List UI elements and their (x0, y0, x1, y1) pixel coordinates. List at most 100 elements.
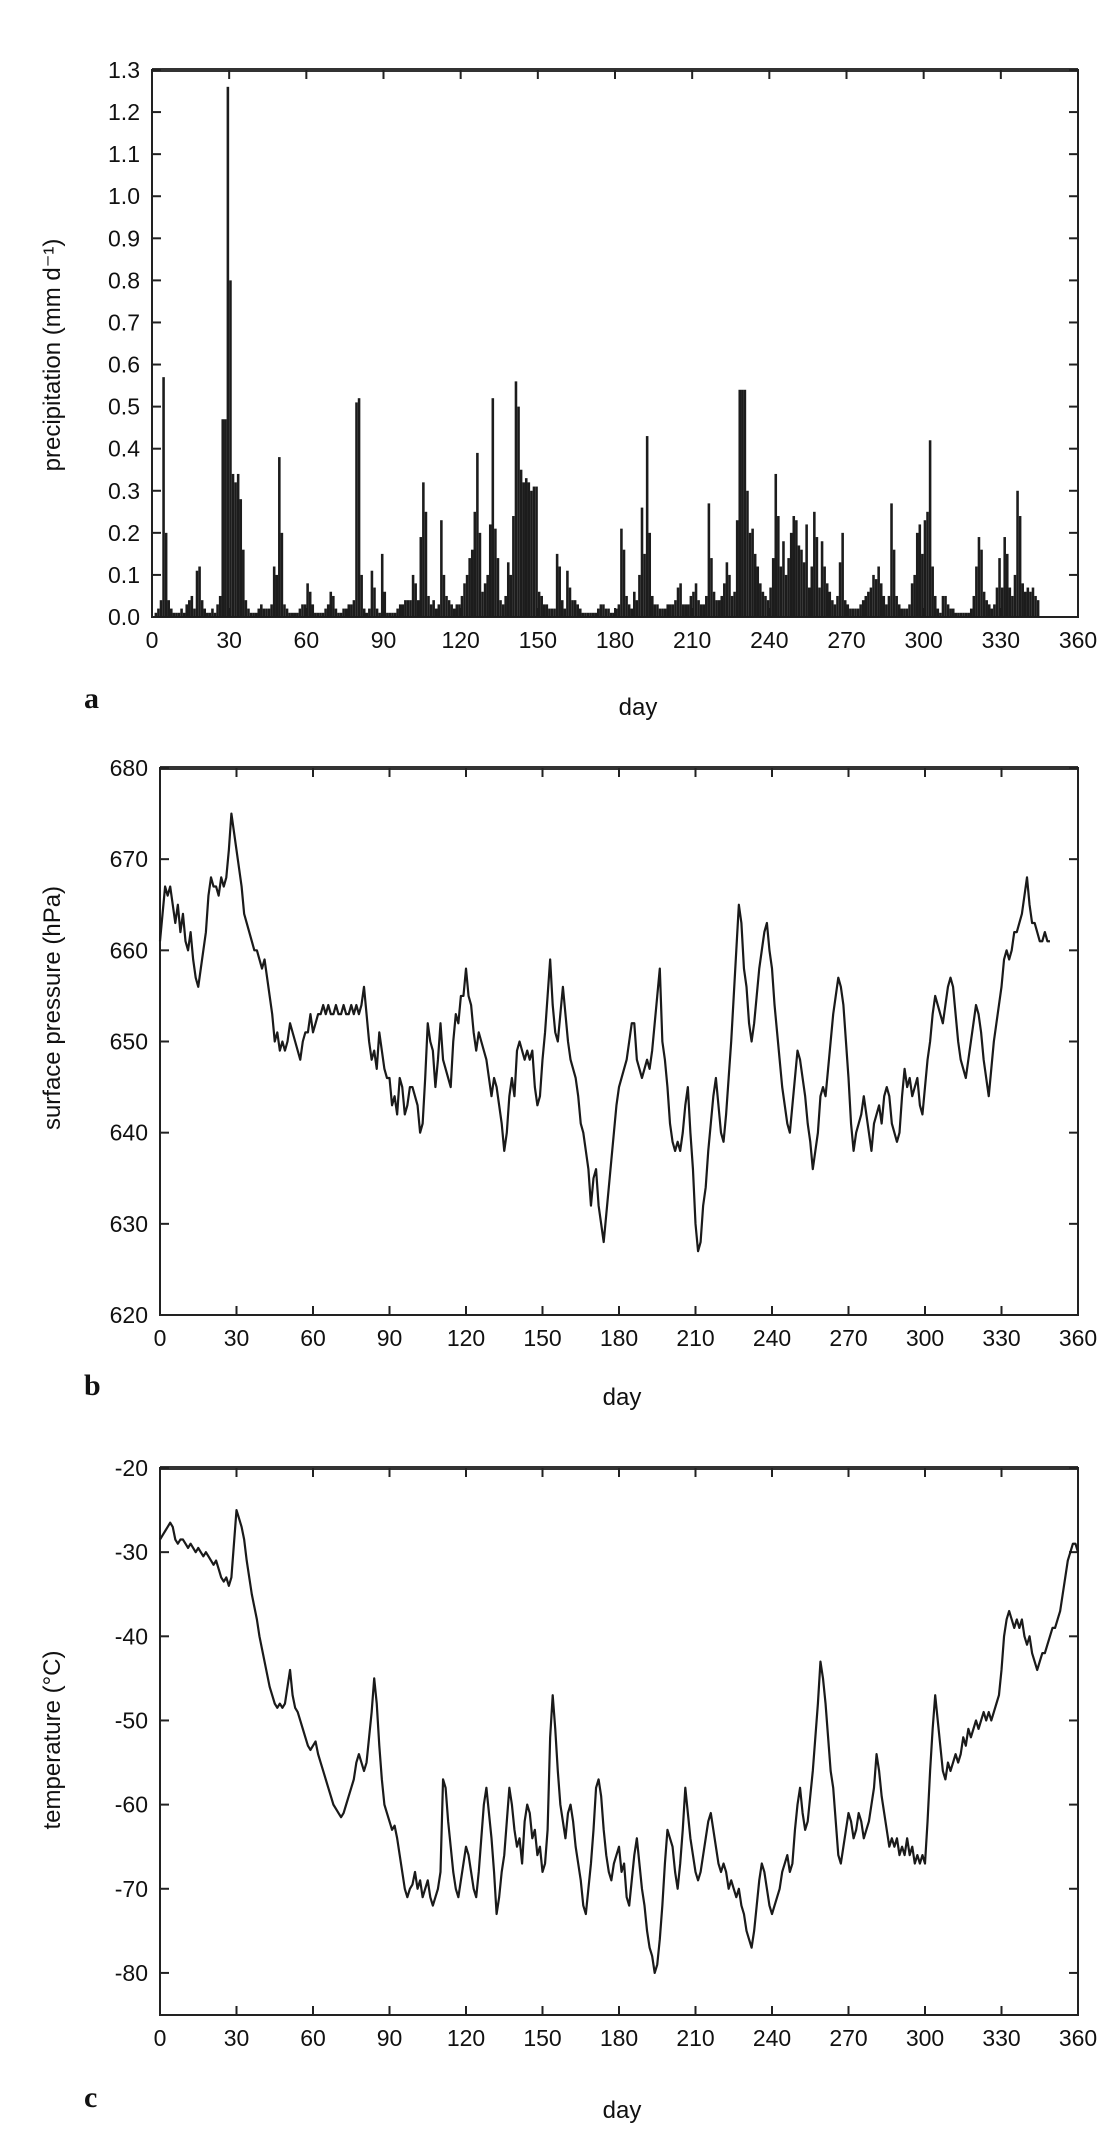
precipitation-bar (445, 595, 448, 617)
precipitation-bar (905, 608, 909, 617)
precipitation-bar (990, 608, 994, 617)
precipitation-bar (159, 600, 163, 617)
precipitation-bar (694, 583, 698, 617)
precipitation-bar (792, 516, 796, 617)
precipitation-bar (203, 608, 207, 617)
precipitation-bar (211, 608, 214, 617)
panel-b-xlabel: day (603, 1384, 642, 1411)
precipitation-bar (681, 604, 685, 617)
plot-frame (159, 767, 1079, 1316)
precipitation-bar (319, 612, 322, 617)
precipitation-bar (1021, 583, 1024, 617)
precipitation-bar (810, 566, 814, 617)
precipitation-bar (337, 612, 340, 617)
precipitation-bar (242, 549, 245, 617)
x-tick-label: 210 (676, 1325, 714, 1351)
precipitation-bar (825, 583, 829, 617)
precipitation-bar (820, 541, 824, 617)
panel-b-surface-pressure: 0 30 60 90 120 150 180 210 240 270 300 330 360 620 630… (39, 755, 1097, 1411)
plot-frame (151, 69, 1079, 618)
precipitation-bar (782, 541, 785, 617)
precipitation-bar (290, 612, 294, 617)
precipitation-bar (921, 553, 924, 617)
x-tick-label: 0 (146, 627, 159, 653)
precipitation-bar (615, 608, 618, 617)
precipitation-bar (697, 600, 700, 617)
precipitation-bar (347, 604, 351, 617)
precipitation-bar (170, 608, 173, 617)
x-tick-label: 300 (904, 627, 942, 653)
precipitation-bar (962, 612, 965, 617)
precipitation-bar (542, 604, 546, 617)
precipitation-bar (969, 608, 973, 617)
precipitation-bar (982, 591, 986, 617)
precipitation-bar (496, 558, 500, 617)
precipitation-bar (411, 574, 415, 617)
precipitation-bar (797, 545, 801, 617)
precipitation-bar (512, 516, 515, 617)
precipitation-bar (602, 604, 605, 617)
precipitation-bar (833, 604, 837, 617)
precipitation-bar (409, 600, 412, 617)
precipitation-bar (759, 583, 762, 617)
precipitation-bar (216, 604, 219, 617)
precipitation-bar (800, 549, 803, 617)
panel-b-ylabel: surface pressure (hPa) (39, 886, 66, 1130)
precipitation-bar (993, 604, 996, 617)
precipitation-bar (440, 520, 443, 617)
precipitation-bar (221, 419, 225, 617)
precipitation-bar (849, 608, 852, 617)
precipitation-bar (314, 612, 317, 617)
precipitation-bar (653, 604, 657, 617)
precipitation-bar (506, 562, 510, 617)
precipitation-bar (182, 612, 186, 617)
y-tick-label: 0.0 (108, 604, 140, 630)
x-tick-label: 120 (441, 627, 479, 653)
y-tick-label: 1.2 (108, 99, 140, 125)
precipitation-bar (478, 532, 482, 617)
precipitation-bar (391, 612, 394, 617)
precipitation-bar (895, 595, 898, 617)
precipitation-bar (589, 612, 592, 617)
precipitation-bar (494, 528, 497, 617)
plot-area-c: 0 30 60 90 120 150 180 210 240 270 300 330 360 -80 -70… (115, 1455, 1097, 2051)
precipitation-bar (818, 587, 821, 617)
precipitation-bar (669, 604, 672, 617)
precipitation-bar (458, 604, 461, 617)
precipitation-bar (404, 600, 407, 617)
precipitation-bar (563, 608, 567, 617)
panel-c-temperature: 0 30 60 90 120 150 180 210 240 270 300 330 360 -80 -70… (39, 1455, 1097, 2124)
y-tick-label: -20 (115, 1455, 148, 1481)
x-tick-label: 330 (982, 2025, 1020, 2051)
precipitation-bar (841, 532, 844, 617)
y-tick-label: 1.0 (108, 183, 140, 209)
temperature-series-line (159, 1508, 1080, 1975)
precipitation-bar (923, 520, 927, 617)
x-tick-label: 60 (294, 627, 320, 653)
precipitation-bar (558, 566, 561, 617)
precipitation-bar (422, 482, 425, 617)
precipitation-bar (460, 595, 464, 617)
precipitation-bar (224, 419, 227, 617)
precipitation-bar (234, 482, 237, 617)
precipitation-bar (805, 524, 808, 617)
precipitation-bar (944, 595, 947, 617)
precipitation-bar (720, 595, 724, 617)
precipitation-bar (617, 604, 621, 617)
precipitation-bar (200, 600, 204, 617)
precipitation-bar (316, 612, 320, 617)
x-tick-label: 360 (1059, 2025, 1097, 2051)
precipitation-bar (725, 562, 729, 617)
y-tick-label: 0.6 (108, 352, 140, 378)
precipitation-bar (463, 583, 466, 617)
y-tick-label: 660 (110, 937, 148, 963)
precipitation-bar (195, 570, 199, 617)
x-tick-label: 0 (154, 2025, 167, 2051)
precipitation-bar (360, 574, 363, 617)
precipitation-bar (687, 604, 690, 617)
x-tick-label: 330 (982, 1325, 1020, 1351)
precipitation-bar (257, 608, 261, 617)
precipitation-bar (859, 604, 862, 617)
precipitation-bar (157, 608, 160, 617)
y-tick-label: 1.3 (108, 57, 140, 83)
